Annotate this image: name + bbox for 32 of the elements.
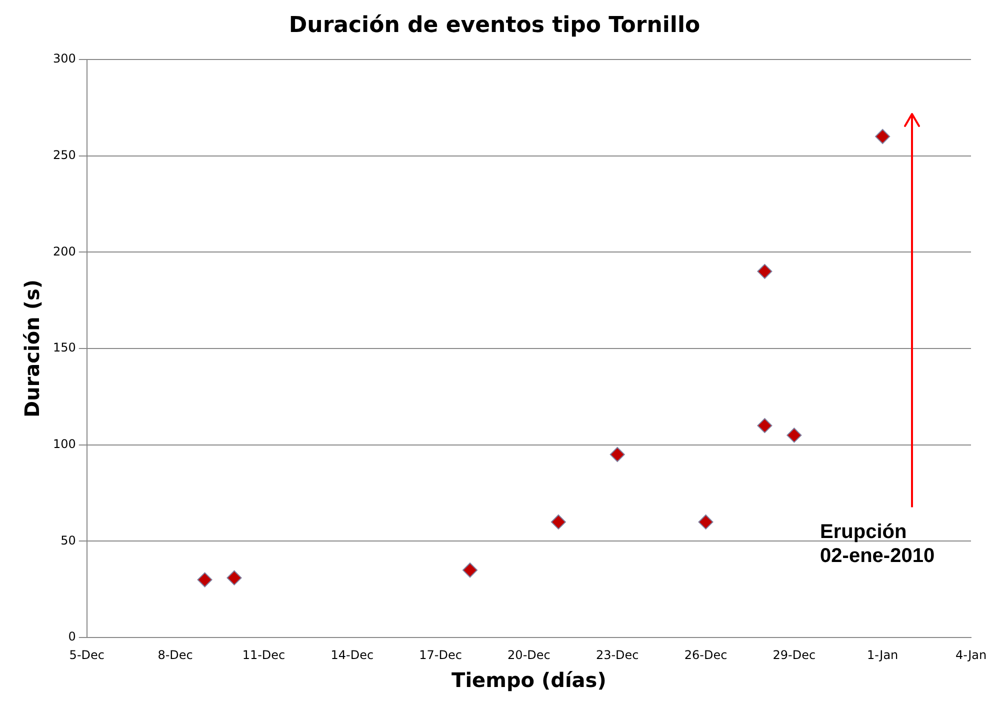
point xyxy=(610,447,625,462)
x-tick-label: 17-Dec xyxy=(419,648,462,662)
y-tick-label: 150 xyxy=(53,340,76,355)
point xyxy=(226,570,242,586)
y-tick-label: 0 xyxy=(68,630,76,644)
y-tick-label: 300 xyxy=(53,52,76,66)
x-tick-label: 14-Dec xyxy=(330,648,374,662)
point xyxy=(698,514,714,530)
y-tick-label: 50 xyxy=(60,533,76,548)
point xyxy=(197,572,212,588)
point xyxy=(757,264,772,279)
x-tick-label: 26-Dec xyxy=(684,648,728,662)
point xyxy=(550,514,566,530)
y-tick-label: 100 xyxy=(53,436,76,451)
y-tick-label: 250 xyxy=(53,148,76,162)
x-tick-label: 1-Jan xyxy=(867,648,898,662)
point xyxy=(757,418,772,434)
x-tick-label: 29-Dec xyxy=(772,648,816,662)
ref-line-label: Erupción 02-ene-2010 xyxy=(820,521,935,568)
x-tick-label: 23-Dec xyxy=(596,648,639,662)
x-tick-label: 11-Dec xyxy=(242,648,286,662)
x-axis-title: Tiempo (días) xyxy=(452,668,606,692)
y-axis-title: Duración (s) xyxy=(20,279,44,418)
point xyxy=(786,428,802,443)
chart-title: Duración de eventos tipo Tornillo xyxy=(288,12,700,38)
x-tick-label: 4-Jan xyxy=(955,648,987,662)
point xyxy=(875,128,890,144)
y-tick-label: 200 xyxy=(53,244,76,258)
x-tick-label: 8-Dec xyxy=(158,648,193,662)
x-tick-label: 20-Dec xyxy=(508,648,550,662)
point xyxy=(462,562,478,578)
x-tick-label: 5-Dec xyxy=(69,648,104,662)
